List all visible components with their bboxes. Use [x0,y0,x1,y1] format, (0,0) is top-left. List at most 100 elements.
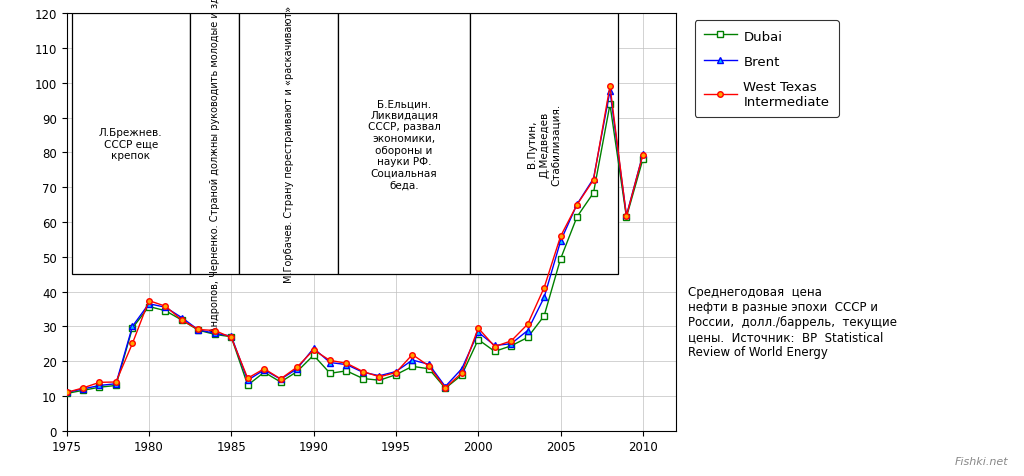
Dubai [604,102,616,108]
Bar [240,14,338,275]
West Texas
Intermediate [159,304,171,309]
Brent [340,362,352,367]
West Texas
Intermediate [93,380,105,386]
Brent [423,362,435,367]
Dubai [307,353,319,358]
Text: В.Путин,
Д.Медведев
Стабилизация.: В.Путин, Д.Медведев Стабилизация. [527,103,561,186]
West Texas
Intermediate [356,369,369,375]
Dubai [142,304,155,310]
Dubai [374,377,386,383]
Brent [521,328,534,334]
Brent [390,369,402,375]
Dubai [324,371,336,377]
Dubai [571,215,584,220]
Brent [93,383,105,388]
West Texas
Intermediate [142,298,155,304]
Brent [159,305,171,310]
Dubai [209,332,221,337]
Dubai [423,366,435,372]
Dubai [291,369,303,375]
West Texas
Intermediate [439,385,452,391]
West Texas
Intermediate [390,370,402,376]
West Texas
Intermediate [324,358,336,364]
Brent [60,390,73,396]
Brent [505,341,517,347]
West Texas
Intermediate [521,322,534,327]
Dubai [505,343,517,349]
Dubai [554,257,566,262]
Brent [538,295,550,301]
Brent [472,330,484,336]
Dubai [390,372,402,378]
Brent [176,315,188,321]
Text: Среднегодовая  цена
нефти в разные эпохи  СССР и
России,  долл./баррель,  текущи: Среднегодовая цена нефти в разные эпохи … [688,286,897,358]
Brent [588,176,600,182]
Brent [77,387,89,392]
Dubai [258,369,270,375]
Brent [209,331,221,337]
Brent [142,301,155,307]
Dubai [621,215,633,220]
Bar [470,14,618,275]
Dubai [126,326,138,331]
Brent [110,381,122,387]
West Texas
Intermediate [126,341,138,347]
Dubai [77,387,89,393]
Dubai [488,349,501,355]
Brent [637,152,649,158]
Brent [439,384,452,389]
Dubai [60,391,73,397]
Brent [193,327,205,333]
West Texas
Intermediate [340,361,352,367]
Brent [242,377,254,383]
Dubai [110,383,122,388]
Brent [554,239,566,245]
Brent [374,373,386,379]
Text: Б.Ельцин.
Ликвидация
СССР, развал
экономики,
обороны и
науки РФ.
Социальная
беда: Б.Ельцин. Ликвидация СССР, развал эконом… [368,99,440,190]
West Texas
Intermediate [621,214,633,219]
Dubai [193,327,205,333]
Dubai [472,337,484,343]
West Texas
Intermediate [554,234,566,239]
Bar [338,14,470,275]
Text: Андропов, Черненко. Страной должны руководить молодые и здоровые.: Андропов, Черненко. Страной должны руков… [210,0,220,333]
West Texas
Intermediate [407,352,419,357]
Dubai [356,376,369,382]
West Texas
Intermediate [258,366,270,372]
West Texas
Intermediate [374,374,386,380]
West Texas
Intermediate [307,347,319,353]
Dubai [225,334,238,340]
West Texas
Intermediate [176,317,188,323]
Text: Л.Брежнев.
СССР еще
крепок: Л.Брежнев. СССР еще крепок [99,128,163,161]
Brent [324,360,336,366]
Dubai [637,157,649,163]
Legend: Dubai, Brent, West Texas
Intermediate: Dubai, Brent, West Texas Intermediate [694,21,839,118]
West Texas
Intermediate [456,370,468,376]
West Texas
Intermediate [225,335,238,341]
Dubai [407,364,419,369]
West Texas
Intermediate [242,376,254,381]
West Texas
Intermediate [193,327,205,333]
Dubai [538,313,550,319]
Line: Brent: Brent [63,88,646,396]
Dubai [176,317,188,323]
Dubai [456,372,468,378]
Brent [126,324,138,329]
Brent [604,89,616,95]
West Texas
Intermediate [571,202,584,208]
West Texas
Intermediate [604,84,616,89]
Dubai [588,190,600,196]
West Texas
Intermediate [472,326,484,331]
West Texas
Intermediate [209,328,221,334]
Dubai [159,308,171,314]
Brent [225,334,238,339]
Brent [307,346,319,351]
Brent [456,366,468,372]
West Texas
Intermediate [423,363,435,369]
Bar [72,14,190,275]
Brent [488,343,501,348]
West Texas
Intermediate [588,178,600,183]
Dubai [340,368,352,374]
Dubai [242,382,254,388]
West Texas
Intermediate [488,344,501,350]
